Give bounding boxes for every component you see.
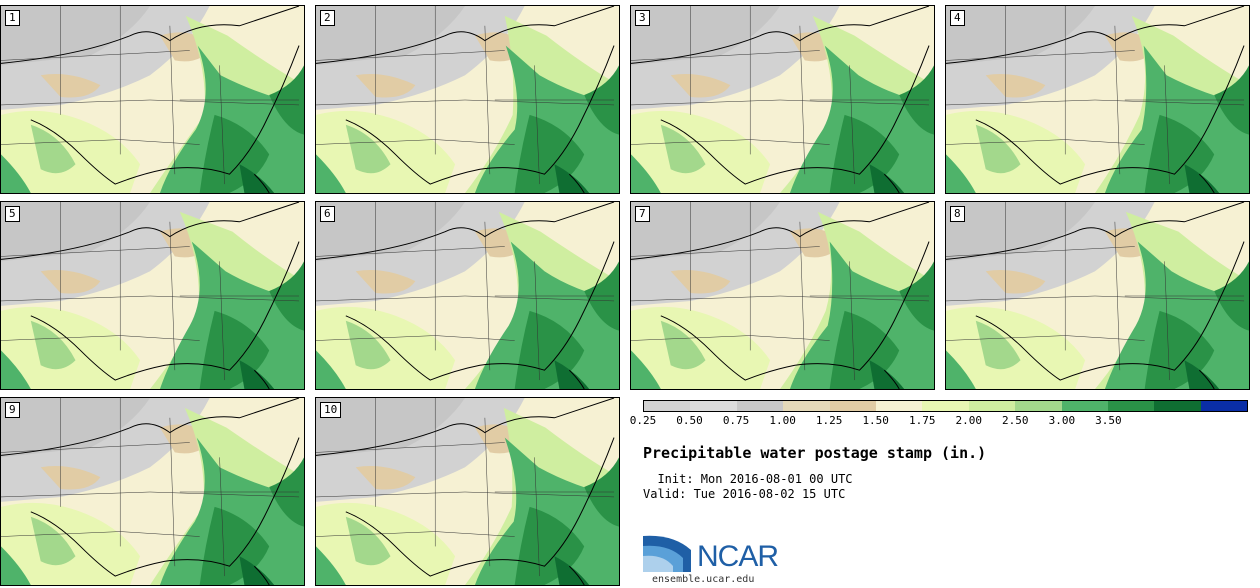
member-label: 10 <box>320 402 342 418</box>
colorbar-tick-label: 1.00 <box>769 414 796 427</box>
member-panel: 4 <box>945 5 1250 194</box>
ncar-logo-icon <box>643 535 691 572</box>
colorbar-segment <box>1015 401 1062 411</box>
colorbar-segment <box>1200 401 1248 411</box>
member-panel: 1 <box>0 5 305 194</box>
colorbar-tick-label: 0.25 <box>629 414 657 427</box>
colorbar-segment <box>644 401 691 411</box>
member-label: 9 <box>5 402 20 418</box>
colorbar-tick-label: 2.50 <box>1002 414 1029 427</box>
colorbar-tick-label: 3.50 <box>1095 414 1122 427</box>
colorbar-segment <box>829 401 876 411</box>
member-label: 6 <box>320 206 335 222</box>
colorbar-segment <box>968 401 1016 411</box>
colorbar-tick-label: 1.50 <box>862 414 889 427</box>
colorbar-tick-label: 0.50 <box>676 414 703 427</box>
colorbar-segment <box>922 401 969 411</box>
member-panel: 3 <box>630 5 935 194</box>
member-panel: 8 <box>945 201 1250 390</box>
logo-name: NCAR <box>697 540 779 573</box>
colorbar-ticks: 0.25 0.50 0.75 1.00 1.25 1.50 1.75 2.00 2.50 3.00… <box>630 414 1248 428</box>
member-panel: 6 <box>315 201 620 390</box>
colorbar-segment <box>783 401 830 411</box>
colorbar-segment <box>690 401 737 411</box>
member-label: 3 <box>635 10 650 26</box>
colorbar <box>643 400 1248 412</box>
member-label: 8 <box>950 206 965 222</box>
member-panel: 5 <box>0 201 305 390</box>
colorbar-segment <box>736 401 784 411</box>
init-time: Init: Mon 2016-08-01 00 UTC <box>643 472 853 486</box>
colorbar-tick-label: 0.75 <box>722 414 750 427</box>
colorbar-segment <box>875 401 923 411</box>
member-label: 2 <box>320 10 335 26</box>
member-label: 5 <box>5 206 20 222</box>
member-panel: 10 <box>315 397 620 586</box>
member-panel: 2 <box>315 5 620 194</box>
logo-url[interactable]: ensemble.ucar.edu <box>652 574 755 585</box>
valid-time: Valid: Tue 2016-08-02 15 UTC <box>643 487 846 501</box>
member-panel: 9 <box>0 397 305 586</box>
colorbar-segment <box>1154 401 1201 411</box>
colorbar-tick-label: 2.00 <box>955 414 983 427</box>
colorbar-segment <box>1107 401 1155 411</box>
colorbar-segment <box>1061 401 1108 411</box>
colorbar-tick-label: 1.75 <box>908 414 936 427</box>
member-label: 1 <box>5 10 20 26</box>
member-label: 7 <box>635 206 650 222</box>
member-label: 4 <box>950 10 965 26</box>
colorbar-tick-label: 3.00 <box>1048 414 1076 427</box>
colorbar-tick-label: 1.25 <box>815 414 843 427</box>
plot-title: Precipitable water postage stamp (in.) <box>643 444 987 462</box>
member-panel: 7 <box>630 201 935 390</box>
